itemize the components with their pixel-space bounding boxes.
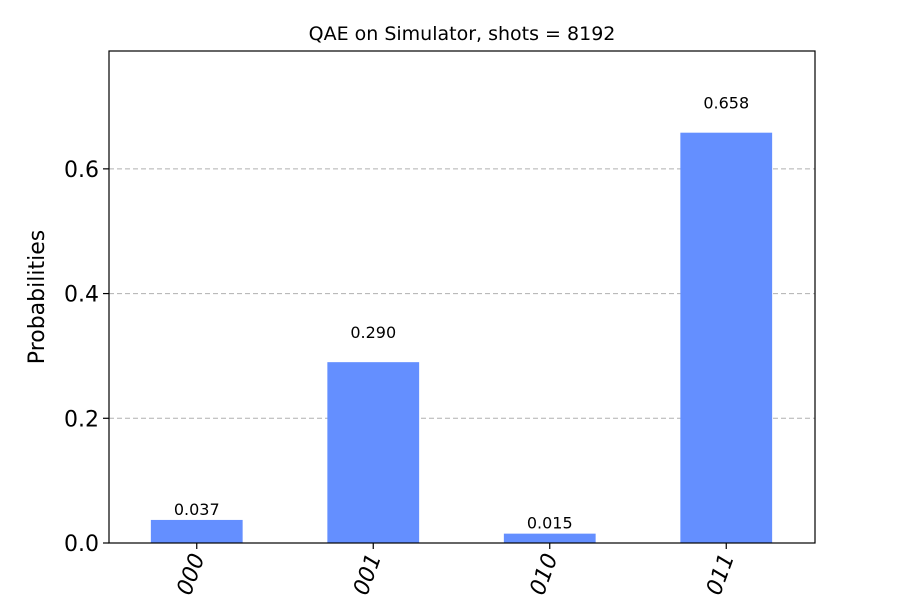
- bar-011: [680, 132, 773, 543]
- data-label-000: 0.037: [174, 500, 220, 519]
- y-axis-label: Probabilities: [25, 230, 50, 364]
- y-tick-label: 0.4: [64, 283, 99, 308]
- y-tick-label: 0.0: [64, 532, 99, 557]
- x-tick-label-001: 001: [349, 551, 387, 599]
- y-tick-label: 0.2: [64, 407, 99, 432]
- bar-001: [327, 362, 420, 543]
- x-tick-label-010: 010: [526, 551, 564, 599]
- data-label-011: 0.658: [703, 94, 749, 113]
- x-tick-label-011: 011: [702, 551, 740, 599]
- bar-010: [503, 533, 596, 543]
- chart-title: QAE on Simulator, shots = 8192: [309, 23, 616, 45]
- x-tick-label-000: 000: [173, 551, 211, 599]
- bars: [150, 132, 773, 543]
- data-labels: 0.037 0.290 0.015 0.658: [174, 94, 749, 533]
- data-label-001: 0.290: [350, 323, 396, 342]
- y-axis-ticks: 0.0 0.2 0.4 0.6: [64, 158, 109, 557]
- plot-frame: [108, 50, 816, 544]
- y-tick-label: 0.6: [64, 158, 99, 183]
- x-axis-ticks: 000 001 010 011: [173, 543, 740, 599]
- data-label-010: 0.015: [527, 514, 573, 533]
- bar-000: [150, 519, 243, 543]
